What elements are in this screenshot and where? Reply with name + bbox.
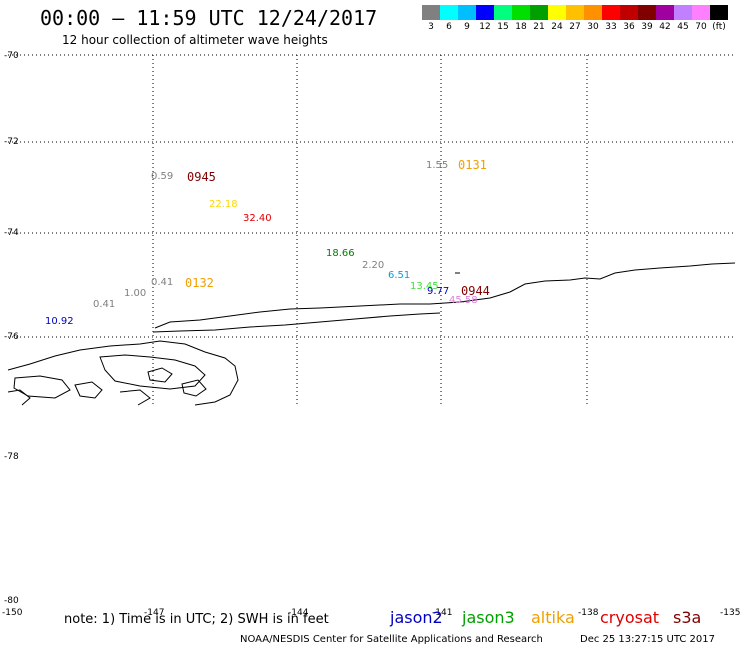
grid-lines — [8, 54, 735, 405]
lon-label: -147 — [144, 608, 165, 618]
color-scale-label: 21 — [533, 22, 545, 32]
color-scale-label: 24 — [551, 22, 563, 32]
color-swatch — [566, 5, 584, 20]
lat-label: -72 — [4, 137, 19, 147]
wave-height-label: 18.66 — [326, 248, 355, 259]
color-swatch — [548, 5, 566, 20]
color-swatch — [440, 5, 458, 20]
wave-height-label: 0.59 — [151, 171, 174, 182]
color-swatch — [620, 5, 638, 20]
color-swatch — [584, 5, 602, 20]
lon-label: -150 — [2, 608, 23, 618]
lat-label: -78 — [4, 452, 19, 462]
wave-height-label: 2.20 — [362, 260, 385, 271]
lon-label: -141 — [432, 608, 453, 618]
color-scale-label: 3 — [428, 22, 434, 32]
coastline — [7, 262, 736, 406]
lat-label: -80 — [4, 596, 19, 606]
color-scale-label: 27 — [569, 22, 581, 32]
pass-time-label: 0944 — [461, 284, 490, 298]
color-swatch — [674, 5, 692, 20]
footer-note: note: 1) Time is in UTC; 2) SWH is in fe… — [64, 612, 329, 627]
color-scale-label: 39 — [641, 22, 653, 32]
color-scale-label: 42 — [659, 22, 671, 32]
generated-timestamp: Dec 25 13:27:15 UTC 2017 — [580, 634, 715, 645]
color-swatch — [710, 5, 728, 20]
satellite-legend-jason2: jason2 — [390, 608, 443, 627]
color-swatch — [458, 5, 476, 20]
color-scale-label: 12 — [479, 22, 491, 32]
color-scale-label: 70 — [695, 22, 707, 32]
chart-title: 00:00 – 11:59 UTC 12/24/2017 — [40, 6, 378, 30]
color-scale-label: 36 — [623, 22, 635, 32]
pass-time-label: 0131 — [458, 158, 487, 172]
lat-label: -74 — [4, 228, 19, 238]
wave-height-label: 6.51 — [388, 270, 411, 281]
lon-label: -138 — [578, 608, 599, 618]
lon-label: -135 — [720, 608, 740, 618]
color-swatch — [494, 5, 512, 20]
color-scale-label: 18 — [515, 22, 527, 32]
color-scale-label: 33 — [605, 22, 617, 32]
color-scale-label: (ft) — [712, 22, 726, 32]
wave-height-label: 32.40 — [243, 213, 272, 224]
wave-height-label: 9.77 — [427, 286, 450, 297]
color-scale-bar — [422, 5, 728, 20]
color-scale-label: 15 — [497, 22, 509, 32]
color-swatch — [476, 5, 494, 20]
color-swatch — [638, 5, 656, 20]
pass-time-label: 0945 — [187, 170, 216, 184]
satellite-legend-jason3: jason3 — [462, 608, 515, 627]
wave-height-label: 13.45 — [410, 281, 439, 292]
color-swatch — [530, 5, 548, 20]
color-scale-label: 30 — [587, 22, 599, 32]
wave-height-label: 0.41 — [151, 277, 174, 288]
color-scale-label: 45 — [677, 22, 689, 32]
color-scale-label: 9 — [464, 22, 470, 32]
wave-height-label: 0.41 — [93, 299, 116, 310]
chart-subtitle: 12 hour collection of altimeter wave hei… — [62, 33, 328, 47]
wave-height-label: 45.58 — [449, 295, 478, 306]
color-scale-label: 6 — [446, 22, 452, 32]
lat-label: -70 — [4, 51, 19, 61]
wave-height-label: 10.92 — [45, 316, 74, 327]
satellite-legend-s3a: s3a — [673, 608, 702, 627]
wave-height-label: 1.00 — [124, 288, 147, 299]
wave-height-label: 1.55 — [426, 160, 449, 171]
lon-label: -144 — [288, 608, 309, 618]
credit-line: NOAA/NESDIS Center for Satellite Applica… — [240, 634, 543, 645]
color-swatch — [656, 5, 674, 20]
color-swatch — [602, 5, 620, 20]
pass-time-label: 0132 — [185, 276, 214, 290]
lat-label: -76 — [4, 332, 19, 342]
color-swatch — [512, 5, 530, 20]
satellite-legend-cryosat: cryosat — [600, 608, 660, 627]
wave-height-label: 22.18 — [209, 199, 238, 210]
color-swatch — [692, 5, 710, 20]
color-swatch — [422, 5, 440, 20]
satellite-legend-altika: altika — [531, 608, 575, 627]
